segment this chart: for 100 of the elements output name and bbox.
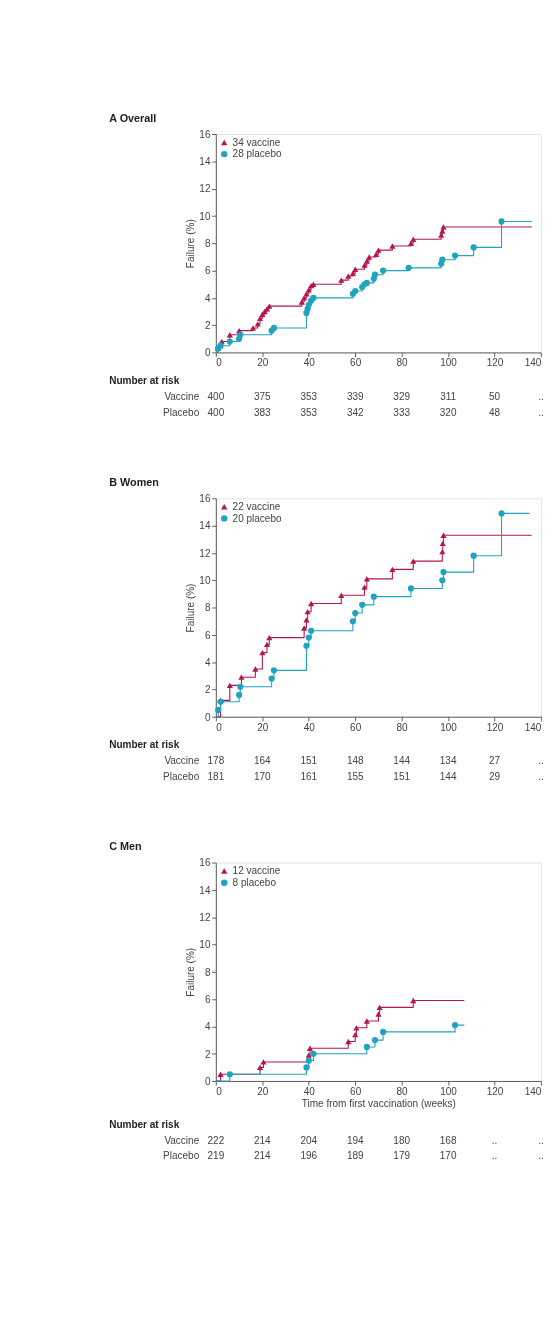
y-tick-label: 4: [204, 292, 211, 304]
point: [375, 247, 382, 253]
point: [260, 1059, 267, 1065]
text: 339: [346, 391, 364, 403]
point: [376, 1004, 383, 1011]
point: [380, 267, 387, 274]
text: ..: [538, 771, 544, 783]
text: 333: [393, 406, 411, 418]
point: [298, 299, 305, 305]
x-tick-label: 40: [303, 357, 316, 369]
legend-label: 34 vaccine: [232, 136, 281, 148]
legend-label: 12 vaccine: [232, 865, 281, 877]
x-tick-label: 100: [440, 357, 458, 369]
point: [215, 706, 222, 714]
text: 214: [254, 1150, 272, 1162]
x-tick-label: 60: [350, 357, 362, 369]
y-tick-label: 8: [204, 238, 211, 250]
point: [226, 682, 233, 689]
text: Placebo: [163, 406, 200, 418]
y-tick-label: 14: [199, 520, 211, 532]
point: [363, 258, 370, 264]
x-tick-label: 60: [350, 1085, 362, 1097]
point: [236, 691, 243, 699]
text: 204: [300, 1134, 318, 1146]
text: ..: [491, 1134, 498, 1146]
text: 219: [207, 1150, 225, 1162]
x-tick-label: 60: [350, 721, 362, 733]
x-tick-label: 80: [396, 1085, 409, 1097]
x-tick-label: 100: [440, 721, 458, 733]
point: [371, 1037, 379, 1044]
text: 214: [254, 1134, 272, 1146]
point: [308, 627, 315, 634]
point: [410, 236, 417, 242]
point: [338, 592, 345, 598]
text: ..: [538, 391, 544, 403]
text: 48: [488, 406, 501, 418]
point: [361, 584, 368, 590]
point: [256, 1064, 264, 1071]
y-tick-label: 4: [204, 1021, 211, 1033]
text: 329: [393, 391, 411, 403]
text: 311: [440, 391, 457, 403]
y-tick-label: 16: [199, 493, 211, 505]
text: 180: [393, 1134, 411, 1146]
x-tick-label: 20: [257, 721, 269, 733]
text: Vaccine: [164, 391, 200, 403]
point: [349, 270, 356, 277]
point: [254, 321, 261, 327]
point: [217, 1071, 224, 1077]
y-tick-label: 2: [204, 1048, 211, 1060]
point: [375, 1011, 382, 1017]
text: 144: [393, 755, 411, 767]
text: 148: [346, 755, 364, 767]
y-axis-title: Failure (%): [184, 583, 196, 633]
y-tick-label: 6: [204, 993, 211, 1005]
text: 353: [300, 406, 318, 418]
text: 170: [254, 771, 272, 783]
point: [451, 252, 459, 259]
text: ..: [538, 755, 544, 767]
x-tick-label: 140: [524, 357, 542, 369]
x-tick-label: 120: [486, 721, 504, 733]
text: ..: [538, 1150, 544, 1162]
text: Placebo: [163, 771, 200, 783]
x-tick-label: 120: [486, 357, 504, 369]
text: 400: [207, 406, 225, 418]
legend-label: 20 placebo: [232, 512, 282, 524]
point: [305, 1052, 312, 1058]
text: 170: [439, 1150, 457, 1162]
point: [451, 1022, 459, 1029]
point: [303, 642, 310, 649]
y-tick-label: 14: [199, 884, 211, 896]
x-tick-label: 20: [257, 1085, 269, 1097]
text: 168: [439, 1134, 457, 1146]
x-axis-title: Time from first vaccination (weeks): [301, 1098, 456, 1110]
y-axis-title: Failure (%): [184, 947, 196, 997]
point: [439, 540, 446, 547]
point: [371, 271, 379, 278]
point: [237, 683, 244, 690]
x-tick-label: 120: [486, 1085, 504, 1097]
y-tick-label: 10: [199, 575, 211, 587]
x-tick-label: 140: [524, 721, 542, 733]
point: [226, 338, 233, 345]
chart-title: B Women: [109, 475, 159, 488]
point: [237, 331, 244, 338]
point: [380, 1028, 387, 1035]
point: [338, 277, 345, 283]
point: [268, 675, 275, 682]
point: [263, 641, 271, 648]
point: [439, 256, 446, 263]
text: C Men: [109, 840, 142, 853]
y-tick-label: 2: [204, 684, 211, 696]
x-tick-label: 80: [396, 357, 409, 369]
point: [301, 625, 308, 631]
point: [270, 667, 278, 674]
point: [303, 617, 310, 623]
point: [498, 218, 505, 225]
point: [301, 295, 308, 301]
point: [238, 674, 245, 680]
point: [345, 273, 352, 279]
y-tick-label: 14: [199, 156, 211, 168]
point: [352, 609, 359, 617]
